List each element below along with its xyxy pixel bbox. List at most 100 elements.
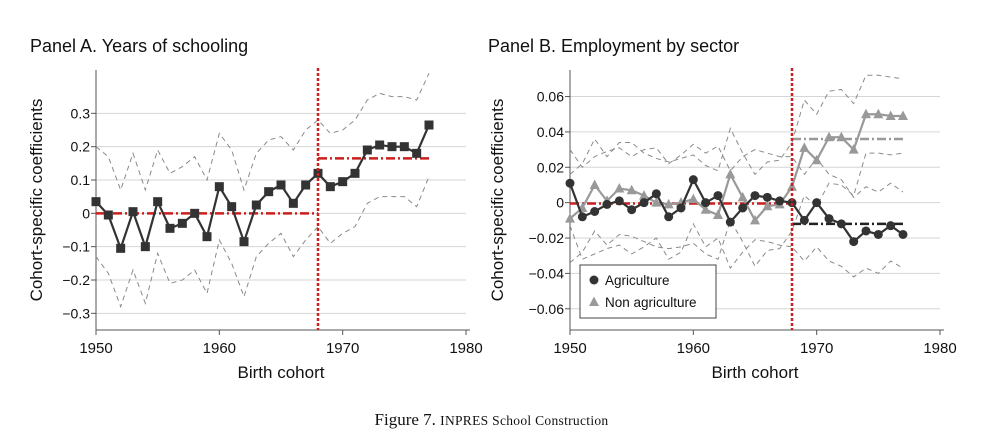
data-point (387, 142, 397, 152)
data-point (214, 182, 224, 192)
x-tick-label: 1980 (923, 340, 956, 357)
y-tick-label: −0.04 (529, 265, 565, 281)
data-point (565, 213, 575, 223)
y-tick-label: 0.02 (537, 159, 564, 175)
figure-caption-title: INPRES School Construction (440, 413, 609, 428)
data-point (664, 212, 674, 222)
x-tick-label: 1970 (800, 340, 833, 357)
data-point (861, 108, 871, 119)
data-point (412, 148, 422, 158)
chart-title: Panel B. Employment by sector (488, 36, 739, 56)
data-point (227, 202, 237, 212)
data-point (116, 243, 126, 253)
y-tick-label: 0.04 (537, 124, 564, 140)
data-point (799, 215, 809, 225)
data-point (873, 229, 883, 239)
data-point (375, 140, 385, 150)
data-point (190, 208, 200, 218)
data-point (91, 197, 101, 207)
data-point (140, 242, 150, 252)
x-tick-label: 1960 (677, 340, 710, 357)
figure-caption-prefix: Figure 7. (374, 410, 436, 429)
data-point (812, 198, 822, 208)
data-point (651, 197, 662, 207)
y-axis-label: Cohort-specific coefficients (488, 99, 507, 302)
data-point (898, 110, 908, 120)
panel-b: Panel B. Employment by sector −0.06 −0.04 −… (488, 36, 957, 382)
ci-line-upper (95, 73, 430, 192)
ci-line-upper (569, 143, 904, 199)
data-point (103, 210, 113, 220)
data-point (836, 131, 847, 142)
data-point (651, 189, 661, 199)
data-point (577, 212, 587, 222)
data-point (165, 223, 175, 233)
data-point (565, 178, 575, 188)
data-point (301, 180, 311, 190)
data-point (713, 209, 723, 220)
y-tick-label: −0.02 (529, 230, 565, 246)
data-point (750, 214, 760, 225)
data-point (737, 191, 748, 202)
data-point (399, 142, 409, 152)
legend-label: Agriculture (605, 273, 670, 288)
data-point (424, 120, 434, 130)
data-point (886, 221, 896, 231)
data-point (898, 229, 908, 239)
y-tick-label: 0.3 (71, 105, 91, 121)
data-point (614, 183, 625, 193)
data-point (128, 207, 138, 217)
data-point (738, 203, 748, 213)
data-point (775, 196, 785, 206)
data-point (701, 198, 711, 208)
legend-marker (589, 275, 599, 285)
ci-line-lower (569, 222, 904, 278)
data-point (762, 200, 773, 211)
data-point (350, 168, 360, 178)
data-point (836, 219, 846, 229)
series-line (568, 177, 904, 244)
data-point (288, 198, 298, 208)
series-line (569, 113, 903, 223)
x-tick-label: 1980 (449, 340, 482, 357)
y-tick-label: 0.06 (537, 89, 564, 105)
legend: Agriculture Non agriculture (579, 264, 717, 319)
series-line (95, 124, 431, 252)
x-tick-label: 1950 (553, 340, 586, 357)
data-point (590, 206, 600, 216)
data-point (799, 142, 810, 152)
data-point (762, 192, 772, 202)
x-tick-label: 1950 (79, 340, 112, 357)
figure-7-charts: Panel A. Years of schooling −0.3 −0.2 −0.1 0… (27, 36, 957, 382)
data-point (264, 187, 274, 197)
data-point (750, 191, 760, 201)
data-point (787, 198, 797, 208)
x-tick-label: 1960 (203, 340, 236, 357)
data-point (849, 237, 859, 247)
data-point (848, 144, 859, 154)
data-point (626, 184, 637, 195)
data-point (824, 131, 834, 142)
data-point (153, 197, 163, 207)
ci-line-lower (569, 152, 904, 268)
y-tick-label: 0 (82, 205, 90, 221)
y-axis-label: Cohort-specific coefficients (27, 99, 46, 302)
panel-a: Panel A. Years of schooling −0.3 −0.2 −0.1 0… (27, 36, 483, 382)
data-point (885, 110, 896, 120)
legend-box (579, 264, 717, 319)
data-point (688, 193, 699, 204)
data-point (725, 217, 735, 227)
data-point (676, 203, 686, 213)
data-point (713, 191, 723, 201)
y-tick-label: 0 (556, 195, 564, 211)
data-point (239, 237, 249, 247)
data-point (325, 182, 335, 192)
data-point (700, 204, 711, 214)
legend-marker (589, 296, 599, 306)
data-point (202, 232, 212, 242)
data-point (824, 214, 834, 224)
data-point (725, 168, 736, 179)
data-point (861, 226, 871, 236)
y-tick-label: 0.2 (71, 139, 91, 155)
x-axis-label: Birth cohort (712, 363, 799, 382)
